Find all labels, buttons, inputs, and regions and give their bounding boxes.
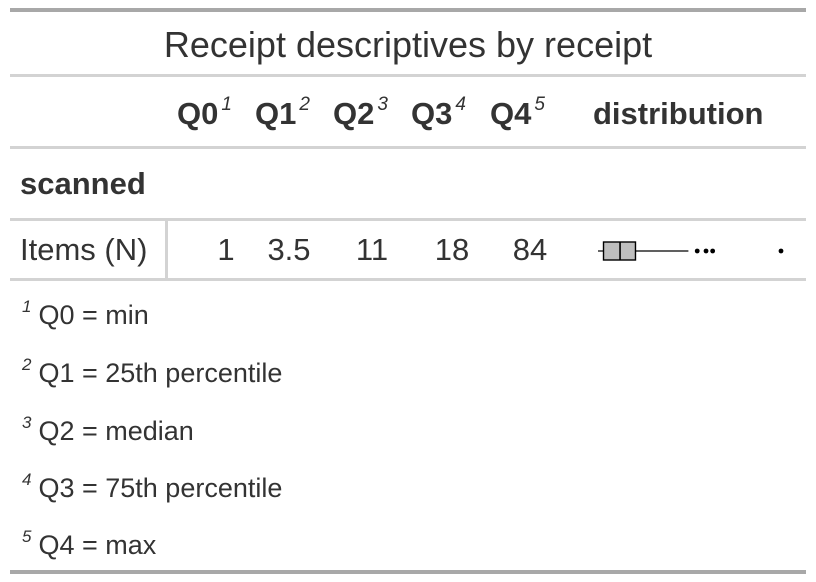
- footnote-mark: 1: [221, 94, 232, 115]
- col-header-q0: Q0 1: [177, 94, 232, 131]
- footnote-mark: 3: [377, 94, 388, 115]
- footnote-mark: 4: [455, 94, 466, 115]
- footnote-4: 4 Q3 = 75th percentile: [22, 470, 283, 503]
- cell-q2: 11: [355, 232, 389, 267]
- outlier-point-3: [710, 248, 716, 254]
- bottom-border: [10, 570, 806, 574]
- row-divider: [10, 278, 806, 281]
- outlier-point-4: [778, 248, 784, 254]
- outlier-point-1: [694, 248, 700, 254]
- footnote-mark: 2: [299, 94, 310, 115]
- distribution-boxplot: [598, 241, 784, 261]
- col-header-q4: Q4 5: [490, 94, 545, 131]
- row-group-label: scanned: [20, 166, 146, 201]
- title-divider: [10, 74, 806, 77]
- header-divider: [10, 146, 806, 149]
- footnote-3: 3 Q2 = median: [22, 413, 194, 446]
- stub-divider: [165, 220, 168, 278]
- top-border: [10, 8, 806, 12]
- outlier-point-2: [703, 248, 709, 254]
- footnote-mark: 5: [534, 94, 545, 115]
- table-title: Receipt descriptives by receipt: [163, 24, 653, 65]
- footnote-1: 1 Q0 = min: [22, 297, 149, 330]
- descriptives-table: Receipt descriptives by receipt Q0 1 Q1 2 …: [10, 0, 806, 582]
- cell-q1: 3.5: [267, 232, 311, 267]
- col-header-q2: Q2 3: [333, 94, 388, 131]
- group-divider: [10, 218, 806, 221]
- footnote-2: 2 Q1 = 25th percentile: [22, 355, 283, 388]
- cell-q3: 18: [434, 232, 470, 267]
- footnote-5: 5 Q4 = max: [22, 527, 157, 560]
- cell-q4: 84: [512, 232, 548, 267]
- cell-q0: 1: [217, 232, 235, 267]
- col-header-q1: Q1 2: [255, 94, 310, 131]
- col-header-q3: Q3 4: [411, 94, 466, 131]
- col-header-distribution: distribution: [593, 96, 764, 131]
- row-label: Items (N): [20, 232, 148, 267]
